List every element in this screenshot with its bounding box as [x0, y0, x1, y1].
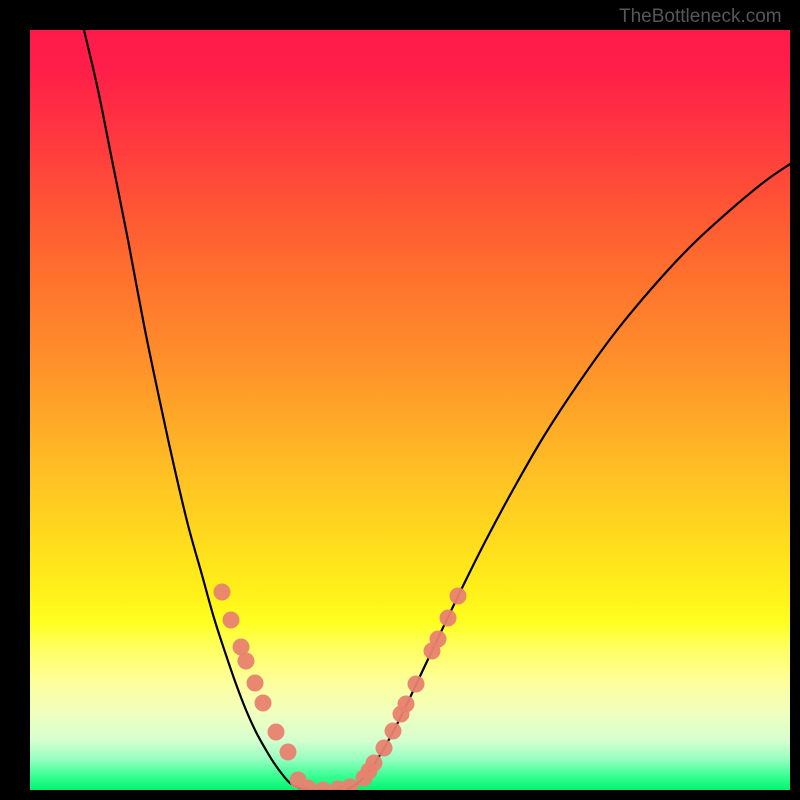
gradient-background [30, 30, 790, 790]
plot-area [30, 30, 790, 790]
watermark-text: TheBottleneck.com [619, 6, 782, 28]
chart-frame: TheBottleneck.com [0, 0, 800, 800]
